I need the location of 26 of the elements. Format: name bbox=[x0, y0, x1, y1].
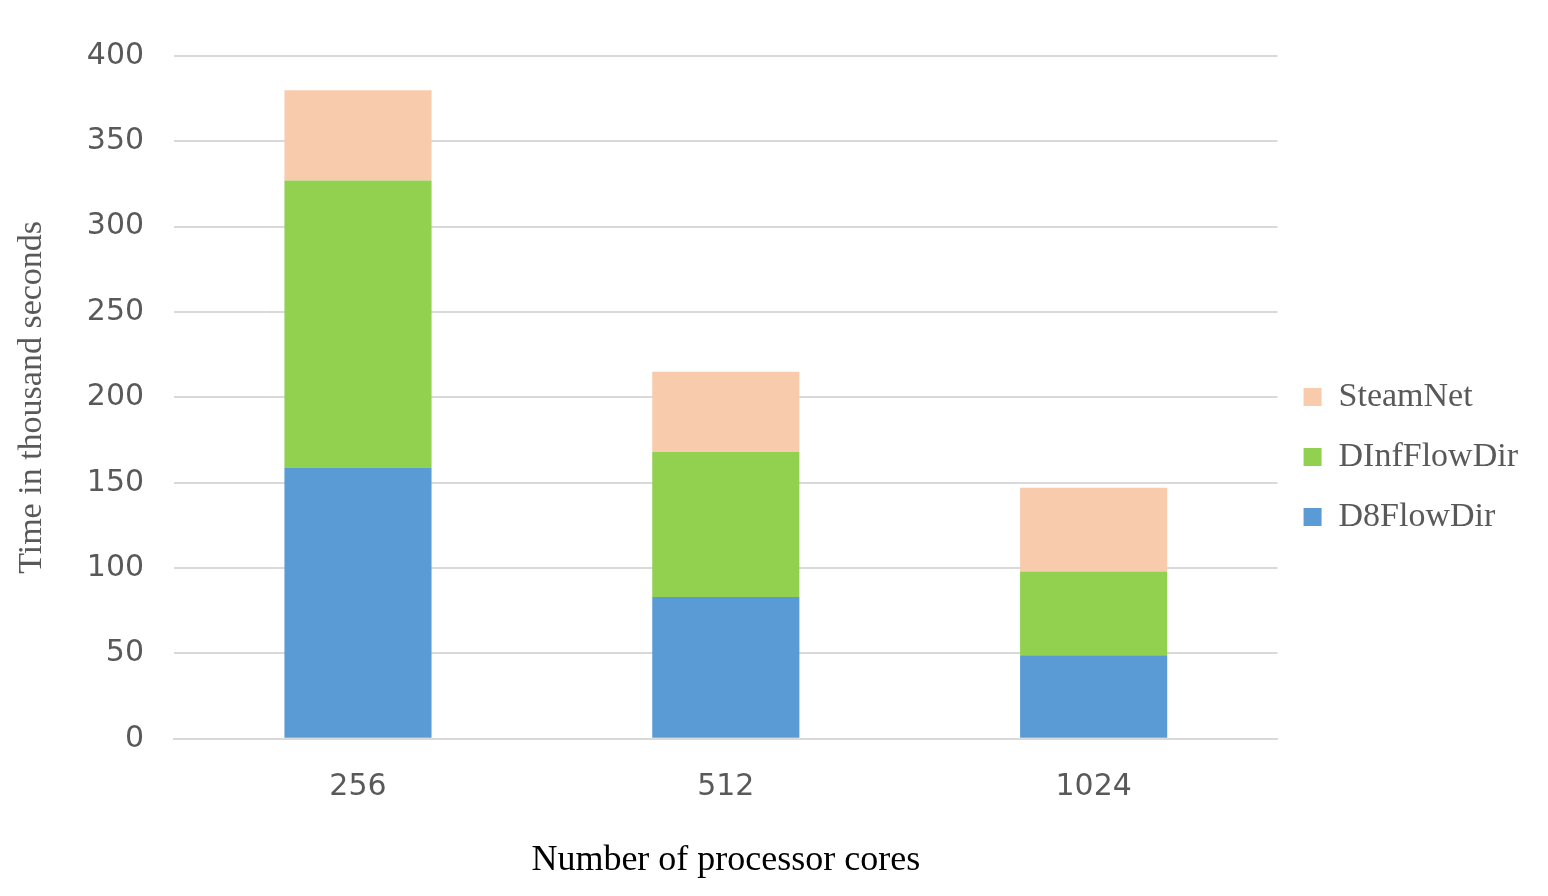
bar bbox=[284, 90, 432, 181]
bar bbox=[284, 467, 432, 738]
y-tick-label: 200 bbox=[86, 377, 145, 413]
legend-label: D8FlowDir bbox=[1338, 495, 1497, 533]
bar bbox=[652, 597, 800, 738]
y-axis-title: Time in thousand seconds bbox=[11, 220, 49, 574]
bar bbox=[1020, 571, 1168, 656]
bar bbox=[284, 180, 432, 468]
x-tick-label: 256 bbox=[329, 766, 387, 802]
bar bbox=[652, 452, 800, 598]
y-tick-label: 400 bbox=[86, 35, 145, 71]
y-tick-label: 100 bbox=[86, 547, 145, 583]
legend-label: SteamNet bbox=[1338, 375, 1474, 413]
x-tick-label: 512 bbox=[697, 766, 755, 802]
y-tick-label: 0 bbox=[124, 718, 145, 754]
legend-label: DInfFlowDir bbox=[1338, 435, 1519, 473]
y-tick-label: 50 bbox=[105, 633, 145, 669]
y-tick-label: 350 bbox=[86, 121, 145, 157]
y-tick-label: 250 bbox=[86, 291, 145, 327]
bar bbox=[1020, 487, 1168, 572]
bar bbox=[1020, 655, 1168, 738]
x-axis-title: Number of processor cores bbox=[531, 837, 921, 878]
y-tick-label: 300 bbox=[86, 206, 145, 242]
x-tick-label: 1024 bbox=[1055, 766, 1132, 802]
bar bbox=[652, 371, 800, 453]
y-tick-label: 150 bbox=[86, 462, 145, 498]
